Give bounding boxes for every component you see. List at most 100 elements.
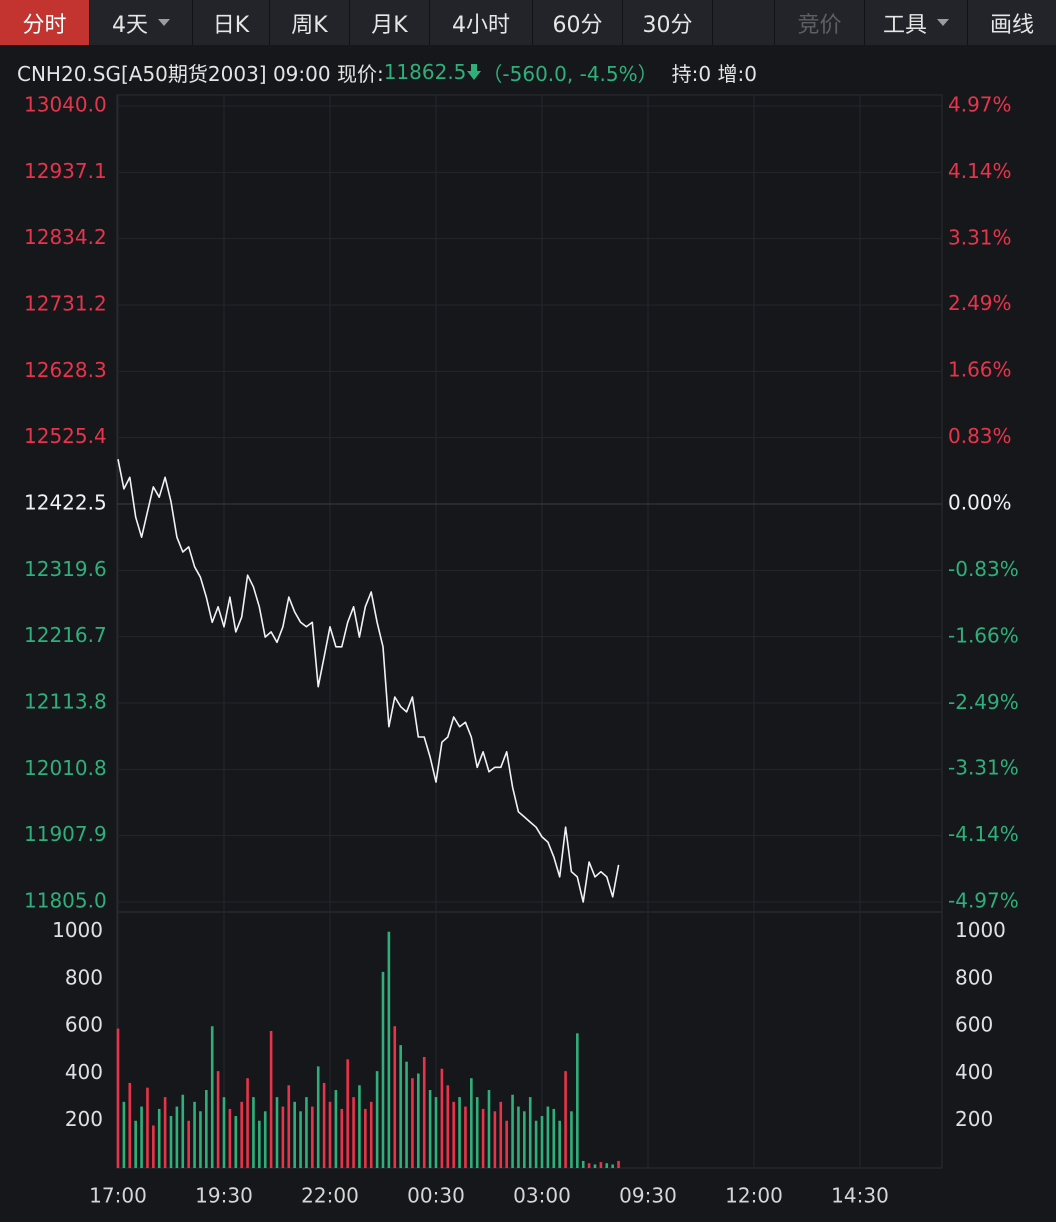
tab[interactable]: 月K — [350, 0, 430, 45]
tab-label: 4天 — [112, 12, 148, 38]
y2-tick-label: 4.97% — [948, 93, 1012, 117]
volume-bar — [252, 1097, 255, 1168]
volume-bar — [434, 1097, 438, 1168]
volume-bar — [193, 1101, 196, 1168]
volume-bar — [258, 1120, 261, 1168]
tab[interactable]: 竞价 — [775, 0, 865, 45]
price: 11862.5 — [383, 60, 467, 84]
y2-tick-label: 0.00% — [948, 491, 1012, 515]
volume-bar — [275, 1097, 279, 1168]
volume-bar — [446, 1085, 450, 1168]
volume-bar — [169, 1116, 173, 1168]
tab[interactable]: 周K — [270, 0, 350, 45]
volume-bar — [617, 1160, 620, 1168]
y2-tick-label: -2.49% — [948, 690, 1019, 714]
volume-bar — [570, 1111, 573, 1168]
vol-tick-label-right: 200 — [955, 1107, 993, 1131]
x-tick-label: 09:30 — [619, 1184, 677, 1208]
volume-bar — [458, 1097, 461, 1168]
volume-bar — [263, 1111, 267, 1168]
volume-bar — [593, 1164, 597, 1168]
y2-tick-label: 1.66% — [948, 358, 1012, 382]
price-line — [117, 459, 620, 903]
volume-bar — [293, 1101, 296, 1168]
plot-frame — [116, 94, 943, 1169]
volume-bar — [299, 1111, 302, 1168]
volume-bar — [475, 1097, 479, 1168]
y-tick-label: 12216.7 — [24, 623, 107, 647]
volume-bar — [440, 1068, 444, 1168]
volume-bar — [199, 1111, 202, 1168]
symbol: CNH20.SG[A50期货2003] 09:00 现价: — [17, 61, 384, 86]
tab[interactable]: 分时 — [0, 0, 90, 45]
y-tick-label: 12834.2 — [24, 225, 107, 249]
y2-tick-label: 4.14% — [948, 159, 1012, 183]
volume-bar — [269, 1030, 273, 1168]
y2-tick-label: -0.83% — [948, 557, 1019, 581]
volume-bar — [564, 1071, 567, 1168]
volume-bar — [364, 1108, 367, 1168]
y-tick-label: 11907.9 — [24, 822, 107, 846]
x-tick-label: 00:30 — [407, 1184, 465, 1208]
volume-bar — [122, 1101, 126, 1168]
volume-bar — [228, 1108, 232, 1168]
volume-bar — [128, 1082, 132, 1168]
volume-bar — [340, 1108, 344, 1168]
x-tick-label: 17:00 — [89, 1184, 147, 1208]
y-tick-label: 11805.0 — [24, 889, 107, 913]
volume-bar — [322, 1082, 326, 1168]
y2-tick-label: -4.97% — [948, 889, 1019, 913]
y2-tick-label: 3.31% — [948, 225, 1012, 249]
tab[interactable]: 画线 — [989, 12, 1034, 38]
tab[interactable]: 工具 — [865, 0, 968, 45]
volume-bar — [393, 1026, 397, 1168]
volume-bar — [210, 1026, 214, 1168]
volume-bar — [405, 1061, 408, 1168]
volume-bar — [493, 1111, 497, 1168]
volume-bar — [552, 1108, 556, 1168]
volume-bar — [523, 1111, 526, 1168]
tab[interactable]: 日K — [193, 0, 270, 45]
volume-bar — [587, 1163, 591, 1168]
tab[interactable]: 4天 — [90, 0, 193, 45]
tab-spacer — [713, 0, 775, 45]
y-tick-label: 12731.2 — [24, 292, 107, 316]
vol-tick-label: 600 — [65, 1013, 103, 1037]
volume-bar — [152, 1125, 155, 1168]
volume-bar — [387, 931, 391, 1168]
volume-bar — [605, 1163, 609, 1168]
volume-bar — [181, 1094, 185, 1168]
volume-bar — [116, 1028, 120, 1168]
volume-bar — [487, 1090, 491, 1168]
vol-tick-label-right: 800 — [955, 965, 993, 989]
tab[interactable]: 60分 — [533, 0, 623, 45]
volume-bar — [546, 1106, 550, 1168]
volume-bar — [346, 1059, 349, 1168]
volume-bar — [287, 1085, 291, 1168]
y2-tick-label: -1.66% — [948, 623, 1019, 647]
volume-bar — [246, 1078, 249, 1168]
volume-bar — [175, 1106, 179, 1168]
volume-bar — [528, 1097, 532, 1168]
volume-bar — [369, 1101, 373, 1168]
volume-bar — [234, 1116, 238, 1168]
volume-bar — [375, 1071, 379, 1168]
volume-bar — [558, 1120, 561, 1168]
volume-bar — [187, 1120, 190, 1168]
down-arrow — [467, 64, 482, 80]
volume-bar — [611, 1164, 614, 1168]
volume-bar — [581, 1160, 585, 1168]
volume-bar — [599, 1162, 603, 1168]
change: （-560.0, -4.5%） — [482, 61, 658, 86]
dropdown-icon — [158, 18, 170, 26]
tab[interactable]: 30分 — [623, 0, 713, 45]
y-tick-label: 12937.1 — [24, 159, 107, 183]
tab-label: 工具 — [882, 12, 927, 38]
volume-bar — [470, 1078, 473, 1168]
tab[interactable]: 4小时 — [430, 0, 533, 45]
vol-tick-label-right: 600 — [955, 1013, 993, 1037]
volume-bar — [452, 1101, 455, 1168]
quote-line: CNH20.SG[A50期货2003] 09:00 现价: 11862.5 （-… — [17, 58, 757, 86]
